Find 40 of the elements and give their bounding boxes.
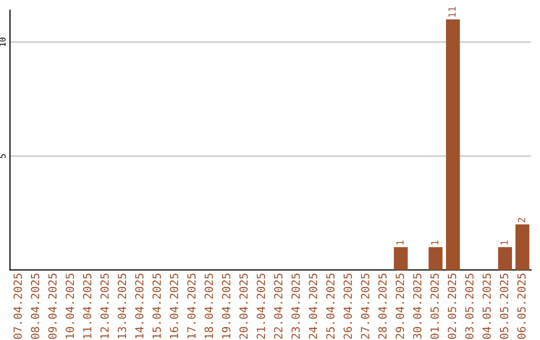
- x-tick-label: 30.04.2025: [413, 274, 422, 339]
- bar: [446, 19, 460, 270]
- bar: [428, 247, 443, 270]
- x-tick-label: 03.05.2025: [465, 274, 474, 339]
- x-tick-label: 11.04.2025: [83, 274, 92, 338]
- bar: [498, 247, 512, 270]
- bar: [515, 224, 530, 270]
- data-label: 11: [448, 6, 456, 17]
- x-tick-label: 06.05.2025: [517, 274, 526, 339]
- x-tick-label: 14.04.2025: [135, 274, 144, 338]
- x-tick-label: 21.04.2025: [256, 274, 266, 339]
- x-tick-label: 27.04.2025: [360, 274, 370, 339]
- data-label: 2: [518, 218, 526, 222]
- x-tick-label: 23.04.2025: [291, 274, 300, 339]
- data-label: 1: [396, 240, 404, 245]
- x-tick-label: 16.04.2025: [170, 274, 178, 338]
- x-tick-label: 20.04.2025: [239, 274, 248, 339]
- x-tick-label: 01.05.2025: [430, 274, 439, 339]
- x-tick-label: 19.04.2025: [222, 274, 230, 338]
- x-tick-label: 18.04.2025: [204, 274, 213, 338]
- x-tick-label: 09.04.2025: [48, 274, 57, 339]
- data-label: 1: [431, 240, 438, 245]
- x-tick-label: 05.05.2025: [500, 274, 508, 339]
- bar: [394, 247, 408, 270]
- x-tick-label: 24.04.2025: [308, 274, 318, 339]
- x-tick-label: 22.04.2025: [274, 274, 282, 339]
- x-tick-label: 02.05.2025: [448, 274, 456, 339]
- x-tick-label: 28.04.2025: [378, 274, 387, 339]
- x-tick-label: 25.04.2025: [326, 274, 335, 339]
- x-tick-label: 26.04.2025: [344, 274, 352, 339]
- x-tick-label: 15.04.2025: [152, 274, 161, 338]
- x-tick-label: 13.04.2025: [118, 274, 126, 338]
- x-tick-label: 07.04.2025: [14, 274, 22, 339]
- data-label: 1: [500, 240, 508, 245]
- x-tick-label: 12.04.2025: [100, 274, 109, 338]
- x-tick-label: 29.04.2025: [396, 274, 404, 339]
- x-tick-label: 08.04.2025: [30, 274, 40, 339]
- x-tick-label: 10.04.2025: [66, 274, 74, 338]
- x-tick-label: 04.05.2025: [482, 274, 491, 339]
- x-tick-label: 17.04.2025: [187, 274, 196, 338]
